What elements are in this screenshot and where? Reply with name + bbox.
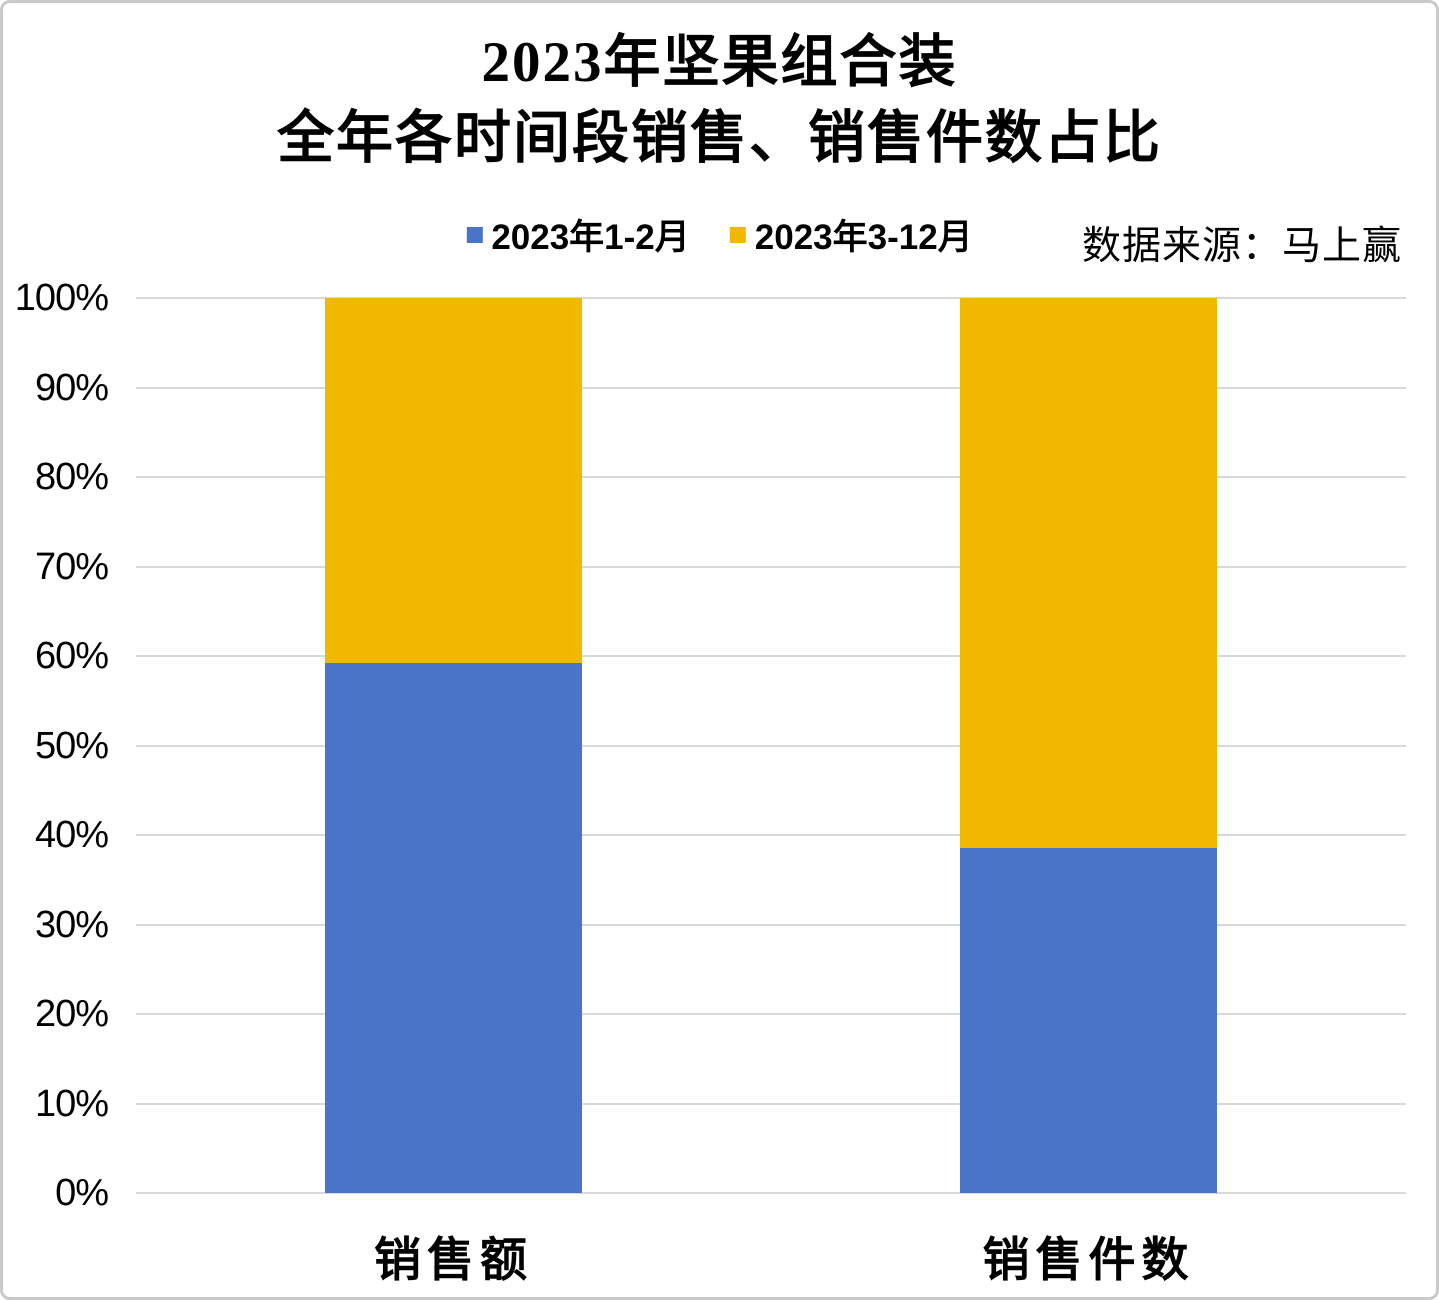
gridline-40% [136,834,1406,836]
legend-item-1: 2023年1-2月 [466,209,690,260]
y-tick-label: 60% [34,635,109,677]
legend-label: 2023年1-2月 [491,218,690,257]
legend-label: 2023年3-12月 [754,218,973,257]
y-tick-label: 30% [34,903,109,946]
gridline-30% [136,923,1406,926]
gridline-100% [136,297,1406,299]
y-tick-label: 40% [34,814,109,856]
bar-column-2 [960,298,1217,1193]
legend-row: 2023年1-2月 2023年3-12月 数据来源：马上赢 [3,209,1436,271]
legend-swatch-icon [729,226,746,243]
gridline-10% [136,1102,1406,1105]
chart-title-line2: 全年各时间段销售、销售件数占比 [277,107,1162,170]
y-tick-label: 90% [34,366,109,409]
bar-segment-series2 [960,298,1217,849]
chart-title-line1: 2023年坚果组合装 [481,31,958,94]
bar-segment-series1 [325,663,582,1193]
chart-title: 2023年坚果组合装 全年各时间段销售、销售件数占比 [3,25,1436,177]
gridline-80% [136,476,1406,478]
plot-area: 0% 10% 20% 30% 40% 50% 60% 70% 80% 90% 100% [15,278,1406,1213]
gridline-50% [136,744,1406,747]
x-axis-label-1: 销售额 [374,1235,533,1287]
gridline-20% [136,1013,1406,1015]
x-axis-labels: 销售额 销售件数 [136,1221,1406,1287]
gridline-70% [136,565,1406,568]
legend-swatch-icon [466,226,483,243]
y-tick-label: 10% [34,1082,109,1125]
legend-item-2: 2023年3-12月 [729,209,973,260]
bar-segment-series1 [960,848,1217,1193]
gridline-60% [136,655,1406,657]
y-tick-label: 50% [34,724,109,767]
y-tick-label: 80% [34,456,109,498]
y-tick-label: 20% [34,993,109,1035]
x-axis-label-2: 销售件数 [982,1235,1195,1287]
gridline-0% [136,1192,1406,1194]
gridline-90% [136,386,1406,389]
legend: 2023年1-2月 2023年3-12月 [466,209,973,260]
y-tick-label: 0% [55,1172,109,1214]
source-note: 数据来源：马上赢 [1081,225,1402,268]
bar-column-1 [325,298,582,1193]
y-tick-label: 100% [14,277,109,319]
bar-segment-series2 [325,298,582,664]
y-tick-label: 70% [34,545,109,588]
